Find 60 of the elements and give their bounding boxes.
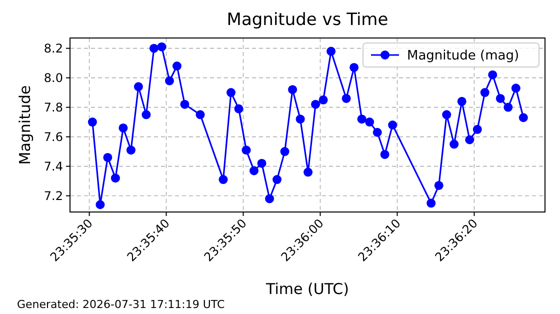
point bbox=[118, 123, 128, 132]
point bbox=[511, 84, 520, 93]
point bbox=[465, 135, 474, 144]
point bbox=[480, 88, 490, 98]
point bbox=[296, 114, 305, 124]
x-axis-title: Time (UTC) bbox=[265, 280, 349, 298]
point bbox=[180, 100, 190, 109]
point bbox=[242, 146, 251, 155]
y-tick-label: 8.2 bbox=[44, 42, 63, 56]
point bbox=[488, 70, 498, 80]
point bbox=[372, 128, 382, 137]
point bbox=[426, 198, 436, 208]
point bbox=[472, 124, 482, 134]
point bbox=[250, 166, 259, 176]
point bbox=[342, 94, 351, 103]
point bbox=[88, 118, 97, 127]
point bbox=[388, 120, 398, 130]
point bbox=[450, 140, 459, 149]
point bbox=[103, 152, 112, 162]
point bbox=[357, 114, 366, 124]
text: Generated: 2026-07-31 17:11:19 UTC bbox=[17, 298, 226, 311]
point bbox=[350, 62, 359, 72]
y-tick-label: 7.4 bbox=[44, 159, 63, 174]
point bbox=[157, 42, 166, 52]
y-tick-label: 7.6 bbox=[44, 130, 63, 144]
point bbox=[518, 113, 528, 122]
point bbox=[457, 96, 466, 106]
point bbox=[318, 95, 328, 104]
y-axis-title: Magnitude bbox=[16, 85, 34, 165]
point bbox=[304, 168, 313, 177]
point bbox=[380, 150, 390, 159]
point bbox=[134, 82, 143, 92]
y-tick-label: 8.0 bbox=[44, 71, 63, 86]
point bbox=[434, 180, 444, 190]
point bbox=[288, 85, 298, 94]
point bbox=[257, 158, 266, 168]
point bbox=[326, 46, 336, 56]
point bbox=[226, 88, 236, 98]
point bbox=[496, 94, 505, 103]
point bbox=[442, 110, 452, 120]
y-tick-label: 7.2 bbox=[44, 188, 63, 203]
chart-title: Magnitude vs Time bbox=[226, 10, 388, 30]
point bbox=[96, 200, 105, 210]
point bbox=[280, 147, 290, 156]
point bbox=[142, 110, 151, 120]
point bbox=[196, 110, 205, 120]
point bbox=[234, 104, 244, 114]
point bbox=[265, 194, 274, 204]
point bbox=[365, 118, 374, 127]
point bbox=[126, 146, 136, 155]
y-tick-label: 7.8 bbox=[44, 100, 63, 115]
point bbox=[218, 175, 228, 184]
point bbox=[311, 100, 320, 109]
point bbox=[110, 174, 120, 183]
legend-label: Magnitude (mag) bbox=[407, 48, 520, 64]
point bbox=[504, 102, 513, 112]
point bbox=[272, 175, 282, 184]
point bbox=[172, 62, 182, 71]
point bbox=[149, 44, 158, 53]
point bbox=[164, 76, 174, 86]
